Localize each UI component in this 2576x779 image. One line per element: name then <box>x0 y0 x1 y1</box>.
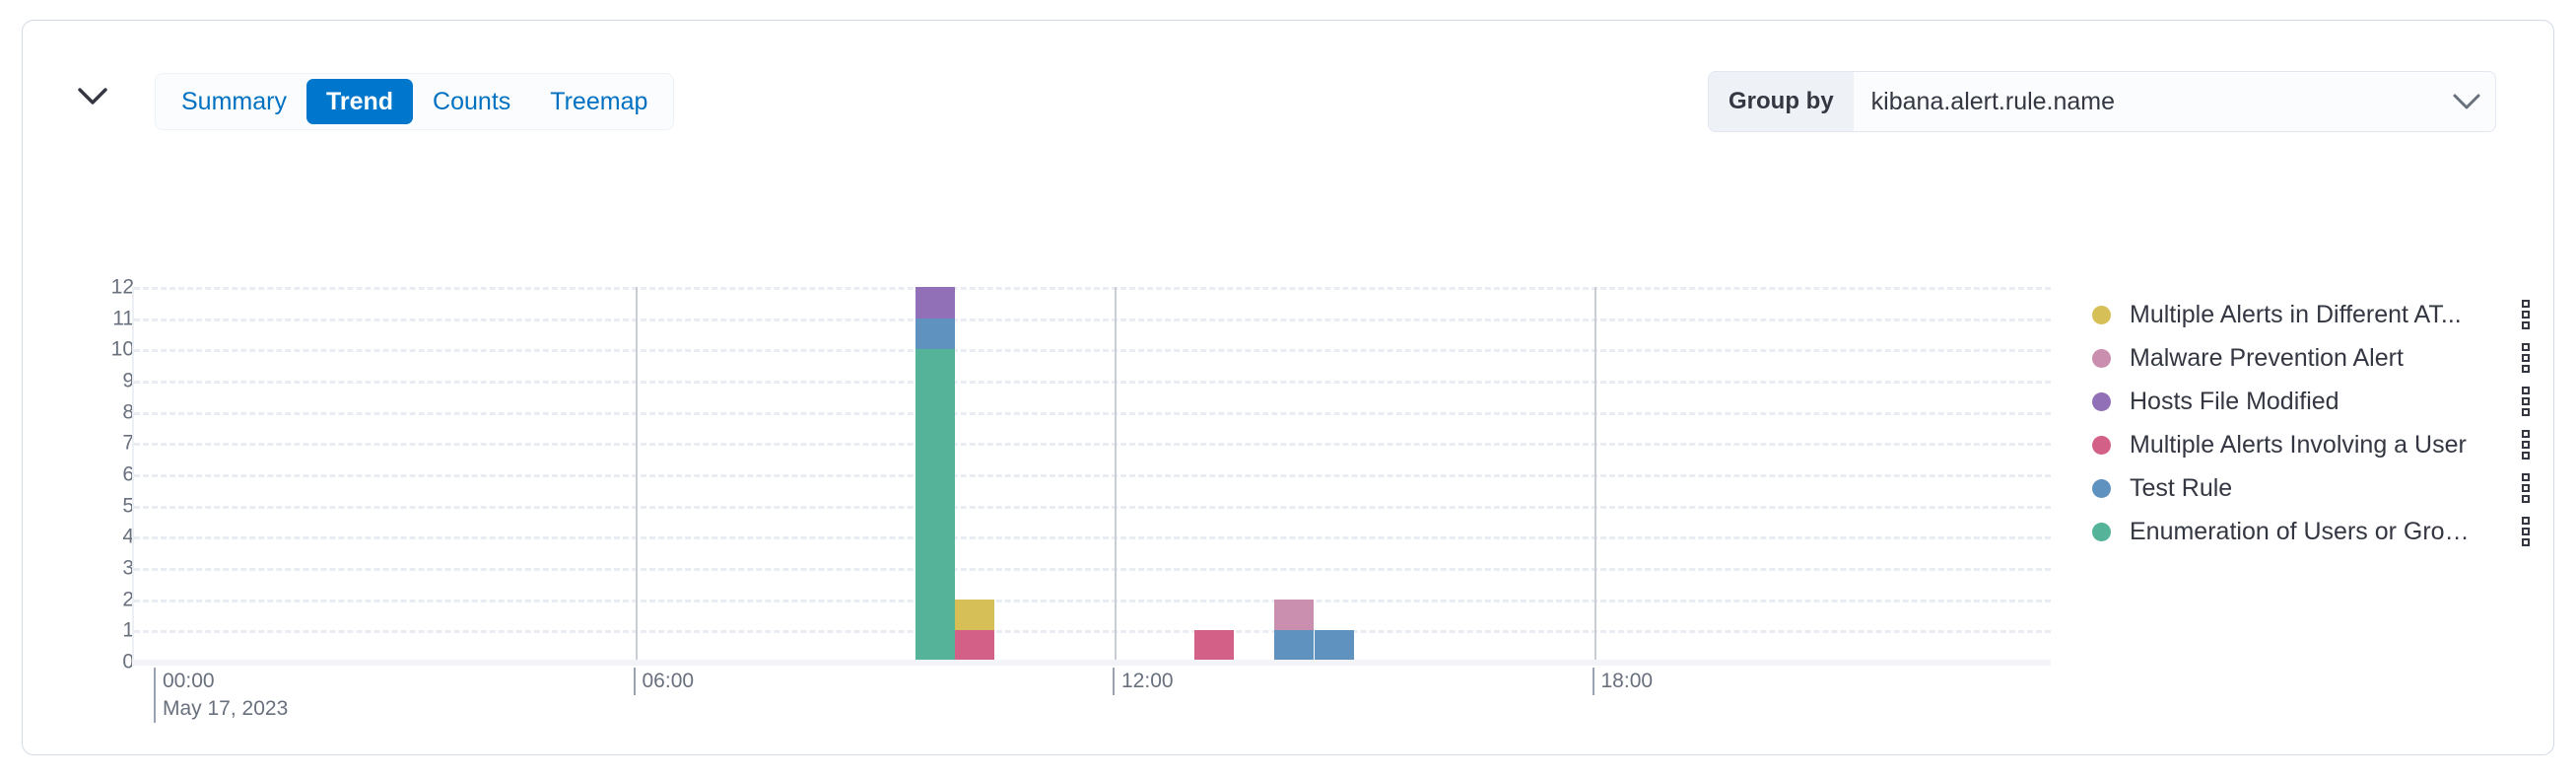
x-axis-tick: 12:00 <box>1113 668 1174 696</box>
y-axis-tick: 6 <box>122 462 134 486</box>
plot-area <box>132 287 2051 662</box>
chart-bar-segment[interactable] <box>915 287 955 319</box>
y-axis: 12 11 10 9 8 7 6 5 4 3 2 1 0 <box>57 21 134 754</box>
x-axis-baseline <box>132 660 2051 666</box>
y-axis-tick: 2 <box>122 588 134 611</box>
group-by-control: Group by kibana.alert.rule.name <box>1708 71 2496 132</box>
legend-item-label: Malware Prevention Alert <box>2130 343 2404 372</box>
chart-bar[interactable] <box>915 287 955 662</box>
legend-color-dot <box>2092 391 2111 411</box>
grid-line-vertical <box>635 287 638 662</box>
legend-item[interactable]: Malware Prevention Alert <box>2092 336 2536 380</box>
x-axis-tick-time: 12:00 <box>1121 670 1174 692</box>
grid-line-horizontal <box>134 630 2051 634</box>
chart-bar-segment[interactable] <box>1314 630 1354 662</box>
y-axis-tick: 10 <box>110 337 134 361</box>
grid-line-horizontal <box>134 505 2051 509</box>
legend-color-dot <box>2092 348 2111 368</box>
panel-header: Summary Trend Counts Treemap Group by kiban… <box>23 21 2553 139</box>
x-axis-tick: 00:00 May 17, 2023 <box>154 668 289 724</box>
y-axis-tick: 11 <box>112 307 134 330</box>
drag-handle-icon[interactable] <box>2522 343 2530 373</box>
grid-line-horizontal <box>134 443 2051 447</box>
x-axis-date: May 17, 2023 <box>163 697 289 721</box>
legend-item[interactable]: Multiple Alerts in Different AT... <box>2092 293 2536 336</box>
chart-bar-segment[interactable] <box>955 599 995 631</box>
drag-handle-icon[interactable] <box>2522 430 2530 460</box>
legend-item-label: Test Rule <box>2130 473 2233 502</box>
chart-bar[interactable] <box>1194 630 1235 662</box>
grid-line-horizontal <box>134 411 2051 415</box>
y-axis-tick: 3 <box>122 556 134 580</box>
chart-bar[interactable] <box>1314 630 1354 662</box>
drag-handle-icon[interactable] <box>2522 517 2530 546</box>
legend-item-label: Multiple Alerts Involving a User <box>2130 430 2467 459</box>
tab-summary[interactable]: Summary <box>162 79 306 124</box>
view-tab-group: Summary Trend Counts Treemap <box>155 73 675 130</box>
x-axis-tick: 06:00 <box>633 668 695 696</box>
alerts-trend-panel: Summary Trend Counts Treemap Group by kiban… <box>22 20 2554 755</box>
y-axis-tick: 7 <box>122 431 134 455</box>
tab-counts[interactable]: Counts <box>413 79 530 124</box>
grid-line-horizontal <box>134 536 2051 540</box>
collapse-toggle-button[interactable] <box>70 77 115 116</box>
grid-line-horizontal <box>134 287 2051 290</box>
grid-line-horizontal <box>134 474 2051 477</box>
legend-item[interactable]: Hosts File Modified <box>2092 380 2536 423</box>
chart-bar-segment[interactable] <box>955 630 995 662</box>
tab-treemap[interactable]: Treemap <box>530 79 667 124</box>
legend-color-dot <box>2092 478 2111 498</box>
legend-item-label: Hosts File Modified <box>2130 387 2339 415</box>
grid-line-horizontal <box>134 568 2051 571</box>
chart-legend: Multiple Alerts in Different AT... Malwar… <box>2092 293 2536 553</box>
chevron-down-icon[interactable] <box>2438 72 2495 131</box>
alerts-trend-chart: 12 11 10 9 8 7 6 5 4 3 2 1 0 00:00 May 17, 2023 06:00 1… <box>23 21 2553 754</box>
chart-bar[interactable] <box>955 599 995 662</box>
y-axis-tick: 4 <box>122 525 134 548</box>
y-axis-tick: 5 <box>122 494 134 518</box>
x-axis-tick-time: 00:00 <box>163 670 215 692</box>
y-axis-tick: 0 <box>122 650 134 673</box>
legend-item-label: Multiple Alerts in Different AT... <box>2130 300 2462 328</box>
grid-line-horizontal <box>134 349 2051 353</box>
chevron-down-icon <box>78 88 107 106</box>
chart-bar-segment[interactable] <box>1274 599 1315 631</box>
legend-item-label: Enumeration of Users or Grou... <box>2130 517 2476 545</box>
drag-handle-icon[interactable] <box>2522 473 2530 503</box>
x-axis-tick-time: 06:00 <box>642 670 695 692</box>
x-axis-tick: 18:00 <box>1592 668 1654 696</box>
chart-bar-segment[interactable] <box>1194 630 1235 662</box>
legend-item[interactable]: Test Rule <box>2092 466 2536 510</box>
drag-handle-icon[interactable] <box>2522 387 2530 416</box>
y-axis-tick: 8 <box>122 400 134 424</box>
drag-handle-icon[interactable] <box>2522 300 2530 329</box>
grid-line-vertical <box>1115 287 1117 662</box>
group-by-select[interactable]: kibana.alert.rule.name <box>1853 72 2438 131</box>
legend-item[interactable]: Enumeration of Users or Grou... <box>2092 510 2536 553</box>
x-axis-tick-time: 18:00 <box>1600 670 1654 692</box>
tab-trend[interactable]: Trend <box>305 79 414 124</box>
legend-color-dot <box>2092 435 2111 455</box>
legend-color-dot <box>2092 522 2111 541</box>
grid-line-horizontal <box>134 599 2051 602</box>
grid-line-vertical <box>1593 287 1596 662</box>
legend-color-dot <box>2092 305 2111 324</box>
grid-line-horizontal <box>134 318 2051 321</box>
y-axis-tick: 9 <box>122 369 134 392</box>
chart-bar-segment[interactable] <box>915 318 955 350</box>
chart-bar-segment[interactable] <box>915 349 955 662</box>
group-by-label: Group by <box>1709 72 1854 131</box>
legend-item[interactable]: Multiple Alerts Involving a User <box>2092 423 2536 466</box>
y-axis-tick: 1 <box>122 618 134 642</box>
y-axis-tick: 12 <box>110 275 134 299</box>
grid-line-horizontal <box>134 381 2051 384</box>
chart-bar[interactable] <box>1274 599 1315 662</box>
chart-bar-segment[interactable] <box>1274 630 1315 662</box>
